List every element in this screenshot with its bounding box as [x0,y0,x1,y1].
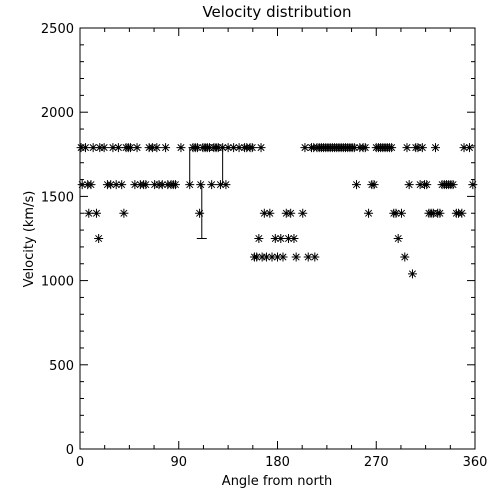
data-point [161,143,171,153]
data-point [459,143,469,153]
data-point [223,143,233,153]
data-point [387,143,397,153]
data-point [252,252,262,262]
data-point [130,180,140,190]
x-tick-label: 360 [463,455,488,470]
x-tick-label: 270 [364,455,389,470]
y-tick-label: 1000 [41,275,74,290]
data-point [119,208,129,218]
data-point [234,143,244,153]
data-point [267,252,277,262]
data-point [132,143,142,153]
data-point [259,208,269,218]
data-point [468,180,478,190]
data-point [457,208,467,218]
x-tick-label: 90 [170,455,187,470]
data-point [391,208,401,218]
data-point [80,143,90,153]
data-point [207,180,217,190]
data-point [185,180,195,190]
data-point [435,208,445,218]
data-point [400,252,410,262]
data-point [273,252,282,262]
y-axis-title: Velocity (km/s) [22,191,37,288]
data-point [303,252,313,262]
data-point [215,180,225,190]
data-point [192,143,202,153]
data-point [360,143,370,153]
data-point [431,143,440,153]
data-point [352,180,361,190]
y-tick-label: 500 [49,359,74,374]
data-point [364,208,374,218]
data-point [291,252,301,262]
y-tick-label: 2000 [41,106,74,121]
data-point [196,180,206,190]
data-point [349,143,359,153]
chart-title: Velocity distribution [202,3,351,21]
data-point [195,208,205,218]
data-point [407,269,417,279]
data-point [108,143,118,153]
x-tick-label: 180 [265,455,290,470]
data-point [125,143,135,153]
data-point [229,143,239,153]
data-point [396,208,406,218]
plot-area: 0 90 180 270 360 0 500 1000 1500 2000 2500 [41,22,488,470]
data-point [106,180,116,190]
data-point [265,208,275,218]
data-point [170,180,180,190]
data-point [117,180,127,190]
data-point [289,234,299,243]
data-point [278,252,288,262]
data-point [270,234,280,243]
data-point [84,208,94,218]
data-point [310,252,320,262]
y-tick-label: 2500 [41,22,74,37]
data-point [176,143,186,153]
data-point [465,143,475,153]
data-point [86,180,96,190]
data-point [157,180,167,190]
data-point [88,143,98,153]
data-point [422,180,432,190]
data-point [283,234,293,243]
data-point [141,180,151,190]
data-point [262,252,272,262]
data-point [369,180,379,190]
data-point [404,180,414,190]
data-point [111,180,121,190]
data-point [77,180,87,190]
data-point [448,180,458,190]
data-point [276,234,286,243]
data-point [221,180,231,190]
data-point [300,143,310,153]
data-point [94,234,104,243]
plot-frame [79,27,476,450]
data-point [256,143,266,153]
y-tick-label: 1500 [41,190,74,205]
data-point [152,143,162,153]
data-point [91,208,101,218]
data-point [393,234,403,243]
data-point [286,208,296,218]
x-tick-label: 0 [76,455,84,470]
data-point [254,234,264,243]
data-point [298,208,308,218]
data-point [417,143,427,153]
data-point [218,143,228,153]
x-axis-title: Angle from north [222,474,332,489]
data-point [247,143,257,153]
data-point [113,143,123,153]
data-point [402,143,412,153]
data-point [99,143,109,153]
y-tick-label: 0 [66,443,74,458]
